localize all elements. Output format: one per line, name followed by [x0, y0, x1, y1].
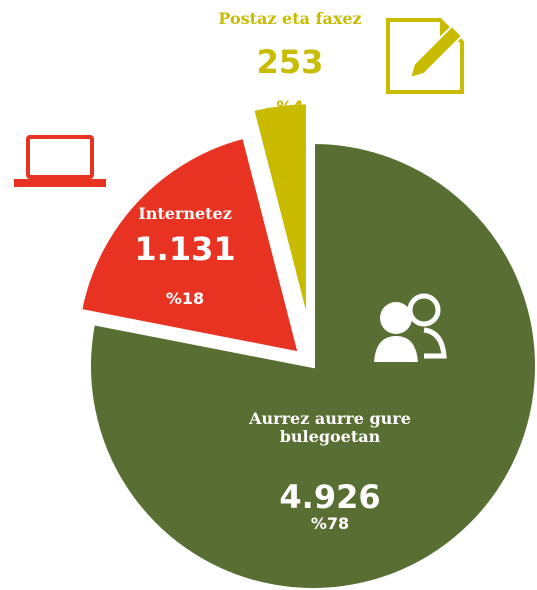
percent-label: %18: [165, 289, 205, 308]
value-label: 4.926: [279, 478, 381, 516]
pie-slice: [249, 100, 310, 327]
person-head: [380, 302, 412, 334]
pie-slice: [87, 139, 537, 590]
laptop-icon: [14, 135, 106, 187]
percent-label: %4: [276, 97, 304, 116]
document-icon: [386, 18, 464, 94]
person-body: [374, 336, 418, 362]
slice-name: Internetez: [138, 204, 232, 223]
value-label: 253: [256, 43, 324, 81]
percent-label: %78: [310, 514, 350, 533]
slice-name: Postaz eta faxez: [218, 9, 362, 28]
person-body: [423, 327, 447, 359]
slice-name: Aurrez aurre gure bulegoetan: [249, 409, 411, 446]
pie-slice: [77, 134, 303, 357]
people-icon: [374, 293, 447, 362]
value-label: 1.131: [134, 230, 236, 268]
person-head: [407, 293, 441, 327]
